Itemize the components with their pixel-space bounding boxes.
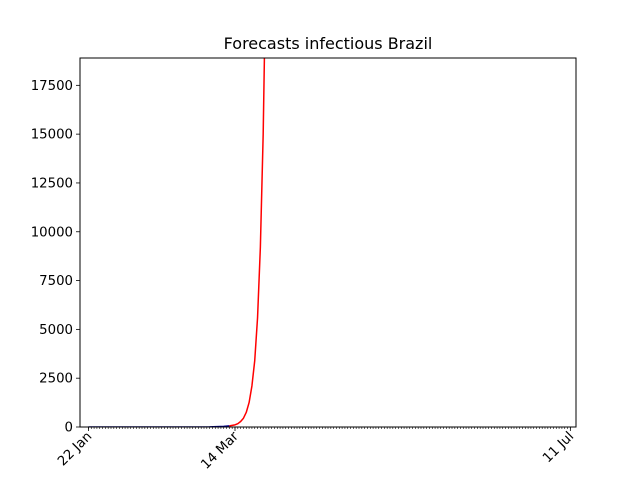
plot-frame xyxy=(79,57,577,428)
y-tick-label: 0 xyxy=(65,421,73,436)
y-tick-label: 10000 xyxy=(31,225,73,240)
y-tick-label: 2500 xyxy=(39,372,73,387)
y-tick-label: 17500 xyxy=(31,79,73,94)
series-line-forecast xyxy=(229,58,266,427)
y-tick-label: 12500 xyxy=(31,176,73,191)
y-tick-label: 15000 xyxy=(31,128,73,143)
y-tick-label: 5000 xyxy=(39,323,73,338)
y-tick-label: 7500 xyxy=(39,274,73,289)
chart-title: Forecasts infectious Brazil xyxy=(224,34,433,53)
